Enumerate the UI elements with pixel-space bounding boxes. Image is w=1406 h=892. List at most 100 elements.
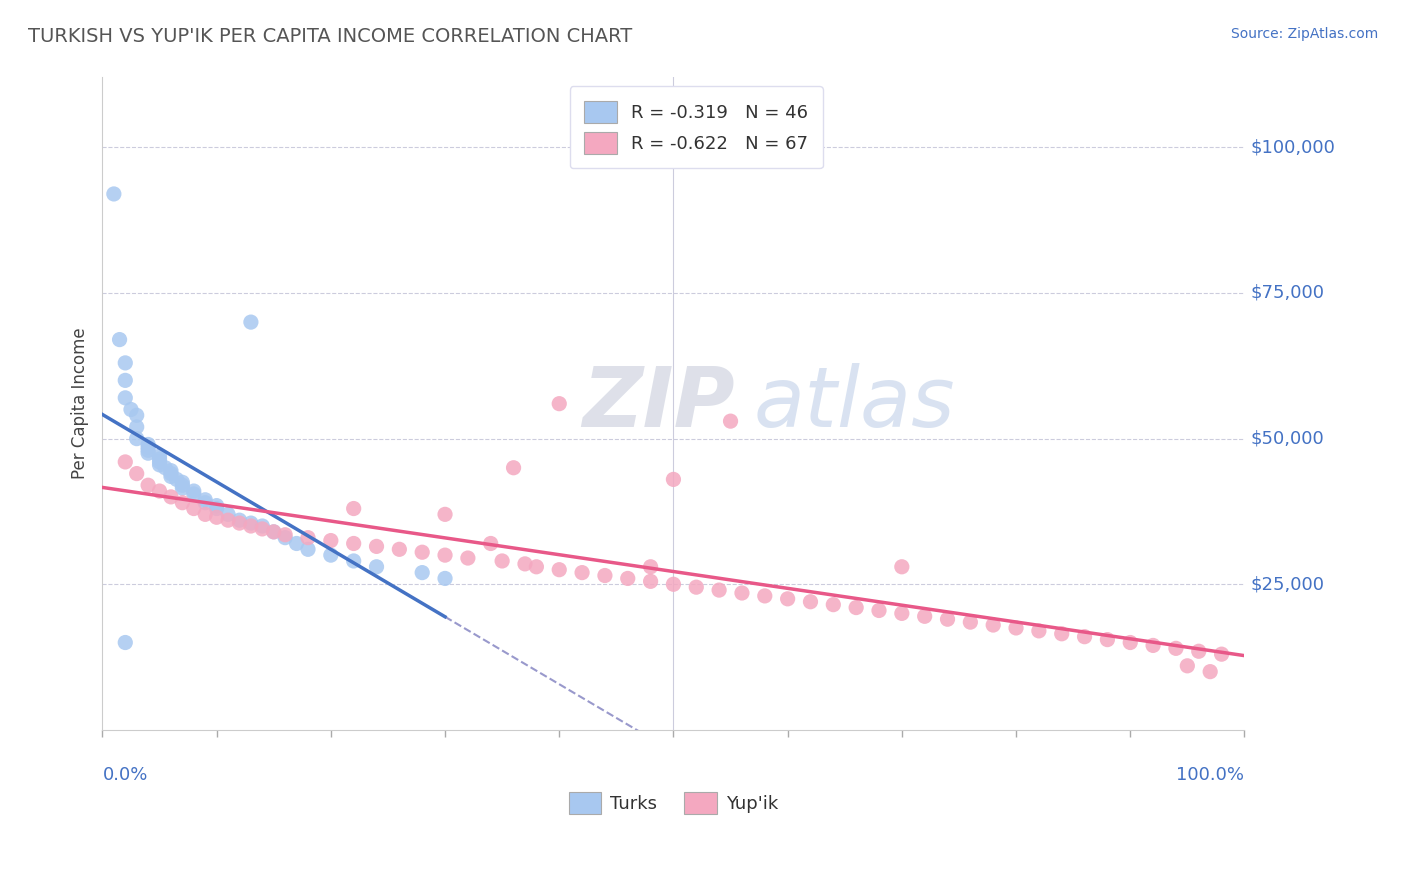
Point [936, 612, 959, 626]
Point [263, 524, 285, 539]
Point [388, 542, 411, 557]
Point [457, 551, 479, 566]
Text: ZIP: ZIP [582, 363, 735, 444]
Point [593, 568, 616, 582]
Point [1199, 665, 1222, 679]
Point [263, 524, 285, 539]
Point [239, 315, 262, 329]
Point [194, 496, 217, 510]
Point [513, 557, 536, 571]
Point [148, 449, 170, 463]
Point [217, 508, 239, 522]
Point [114, 356, 136, 370]
Point [252, 519, 274, 533]
Point [890, 559, 912, 574]
Point [172, 481, 194, 495]
Point [148, 455, 170, 469]
Point [114, 455, 136, 469]
Point [1005, 621, 1028, 635]
Point [526, 559, 548, 574]
Point [1028, 624, 1050, 638]
Point [731, 586, 754, 600]
Point [114, 391, 136, 405]
Point [125, 467, 148, 481]
Point [239, 519, 262, 533]
Point [160, 490, 183, 504]
Point [228, 513, 250, 527]
Point [685, 580, 707, 594]
Point [434, 548, 457, 562]
Point [319, 548, 342, 562]
Point [217, 513, 239, 527]
Text: $50,000: $50,000 [1250, 430, 1324, 448]
Point [1119, 635, 1142, 649]
Point [548, 563, 571, 577]
Point [1097, 632, 1119, 647]
Point [136, 478, 159, 492]
Point [434, 571, 457, 585]
Point [125, 409, 148, 423]
Legend: Turks, Yup'ik: Turks, Yup'ik [561, 785, 786, 821]
Point [172, 475, 194, 490]
Point [823, 598, 845, 612]
Point [114, 373, 136, 387]
Point [166, 472, 188, 486]
Point [1164, 641, 1187, 656]
Point [1050, 627, 1073, 641]
Point [1211, 647, 1233, 661]
Point [720, 414, 742, 428]
Text: $25,000: $25,000 [1250, 575, 1324, 593]
Text: TURKISH VS YUP'IK PER CAPITA INCOME CORRELATION CHART: TURKISH VS YUP'IK PER CAPITA INCOME CORR… [28, 27, 633, 45]
Point [155, 460, 177, 475]
Text: $100,000: $100,000 [1250, 138, 1336, 156]
Point [754, 589, 776, 603]
Point [120, 402, 142, 417]
Point [274, 527, 297, 541]
Point [183, 501, 205, 516]
Text: Source: ZipAtlas.com: Source: ZipAtlas.com [1230, 27, 1378, 41]
Point [183, 484, 205, 499]
Point [148, 452, 170, 467]
Point [297, 542, 319, 557]
Point [662, 472, 685, 486]
Point [845, 600, 868, 615]
Point [1175, 658, 1198, 673]
Point [274, 531, 297, 545]
Point [103, 186, 125, 201]
Point [205, 501, 228, 516]
Point [776, 591, 799, 606]
Point [136, 441, 159, 455]
Point [228, 516, 250, 530]
Point [136, 446, 159, 460]
Point [114, 635, 136, 649]
Point [640, 559, 662, 574]
Point [616, 571, 638, 585]
Point [343, 554, 366, 568]
Point [136, 437, 159, 451]
Text: 0.0%: 0.0% [103, 766, 148, 784]
Point [707, 583, 730, 598]
Point [799, 595, 821, 609]
Point [1188, 644, 1211, 658]
Point [1142, 639, 1164, 653]
Text: 100.0%: 100.0% [1177, 766, 1244, 784]
Point [890, 607, 912, 621]
Point [491, 554, 513, 568]
Point [205, 499, 228, 513]
Point [160, 464, 183, 478]
Y-axis label: Per Capita Income: Per Capita Income [72, 328, 89, 480]
Point [981, 618, 1004, 632]
Point [959, 615, 981, 629]
Point [343, 536, 366, 550]
Text: $75,000: $75,000 [1250, 284, 1324, 302]
Point [239, 516, 262, 530]
Point [868, 603, 890, 617]
Point [108, 333, 131, 347]
Point [411, 566, 433, 580]
Point [194, 492, 217, 507]
Point [319, 533, 342, 548]
Point [571, 566, 593, 580]
Text: atlas: atlas [754, 363, 955, 444]
Point [136, 443, 159, 458]
Point [194, 508, 217, 522]
